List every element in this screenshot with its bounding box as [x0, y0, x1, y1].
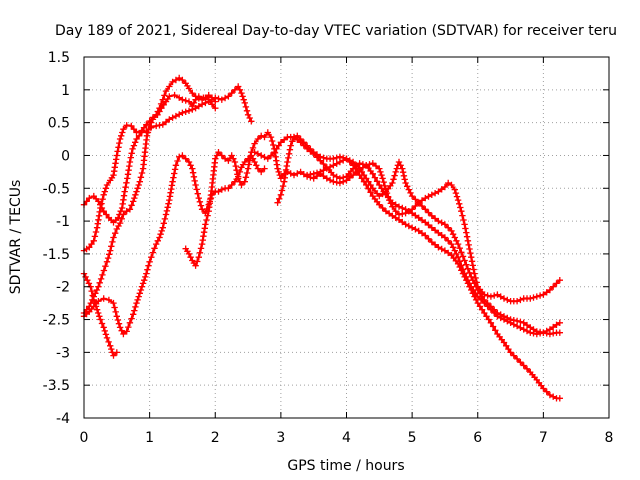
- series-line: [306, 157, 561, 334]
- x-tick-label: 3: [276, 430, 285, 446]
- y-tick-label: -3: [56, 345, 70, 361]
- series-line: [253, 136, 561, 336]
- plus-marker: [303, 155, 563, 336]
- x-axis-label: GPS time / hours: [287, 458, 404, 474]
- plus-marker: [251, 133, 563, 338]
- y-tick-label: -2: [56, 280, 70, 296]
- y-tick-label: 0: [61, 148, 70, 164]
- y-tick-label: 1.5: [48, 50, 70, 66]
- x-tick-label: 1: [145, 430, 154, 446]
- plus-markers: [303, 155, 563, 336]
- data-series-track-b: [80, 91, 219, 254]
- x-tick-label: 8: [605, 430, 614, 446]
- y-tick-label: -2.5: [43, 313, 70, 329]
- x-tick-label: 5: [408, 430, 417, 446]
- data-series: [80, 74, 563, 402]
- y-tick-labels: 1.5 1 0.5 0 -0.5 -1 -1.5 -2 -2.5 -3 -3.5 -4: [43, 50, 70, 427]
- x-tick-label: 0: [80, 430, 89, 446]
- x-tick-label: 7: [539, 430, 548, 446]
- data-series-track-g: [274, 132, 563, 402]
- data-series-track-i: [303, 155, 563, 336]
- y-tick-label: -1.5: [43, 247, 70, 263]
- y-tick-label: 0.5: [48, 116, 70, 132]
- y-tick-label: -1: [56, 214, 70, 230]
- y-tick-label: -4: [56, 411, 70, 427]
- y-tick-label: -3.5: [43, 378, 70, 394]
- data-series-track-h: [251, 133, 563, 338]
- grid: [84, 57, 609, 418]
- y-tick-label: 1: [61, 83, 70, 99]
- axis-ticks: [83, 56, 610, 419]
- series-line: [82, 85, 253, 224]
- data-series-track-a: [80, 83, 255, 226]
- x-tick-labels: 0 1 2 3 4 5 6 7 8: [80, 430, 614, 446]
- series-line: [184, 131, 561, 303]
- plus-markers: [251, 133, 563, 338]
- y-tick-label: -0.5: [43, 181, 70, 197]
- x-tick-label: 2: [211, 430, 220, 446]
- x-tick-label: 6: [473, 430, 482, 446]
- x-tick-label: 4: [342, 430, 351, 446]
- y-axis-label: SDTVAR / TECUs: [8, 180, 24, 295]
- chart-title: Day 189 of 2021, Sidereal Day-to-day VTE…: [55, 23, 617, 39]
